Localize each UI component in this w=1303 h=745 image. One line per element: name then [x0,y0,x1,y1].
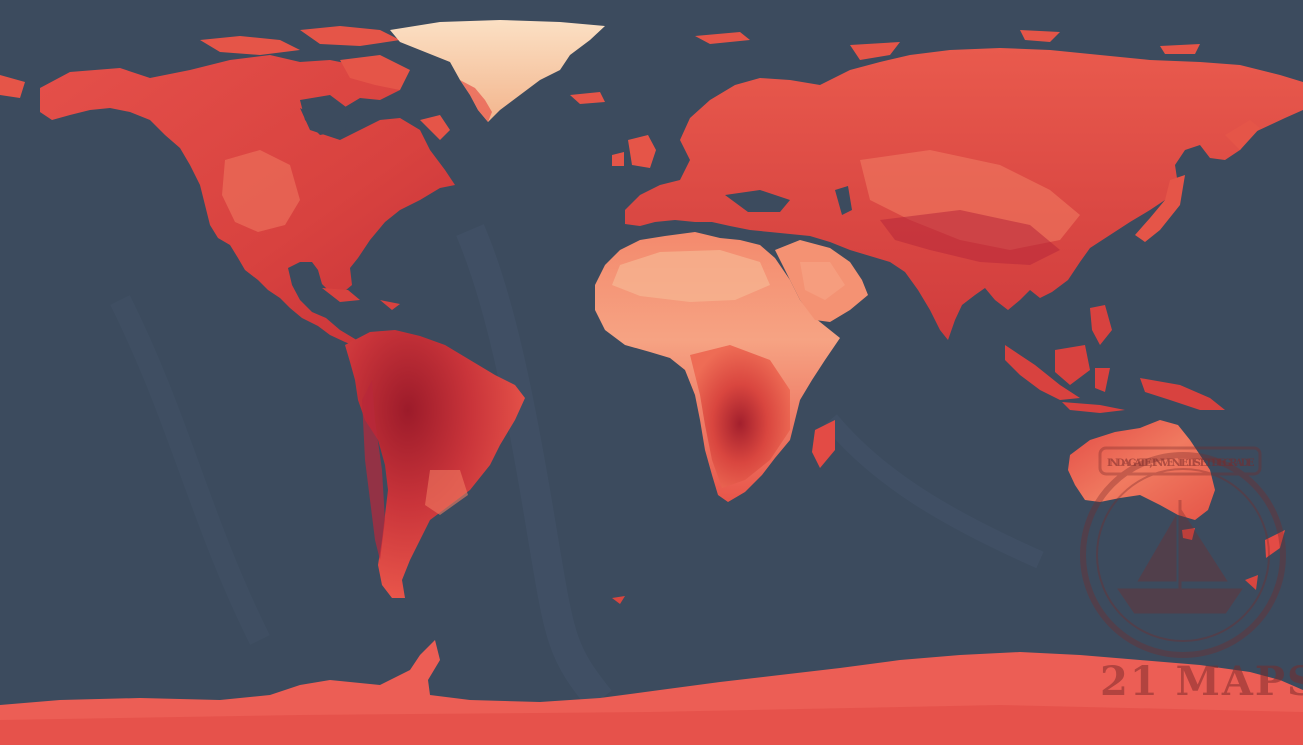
seal-ship-icon [1117,500,1243,614]
islands [612,575,1258,604]
seal-inner-ring-icon [1096,468,1270,642]
watermark-seal [1080,446,1286,658]
middle-east [775,240,868,322]
eurasia [612,30,1303,340]
australia [1068,420,1285,558]
north-america [0,26,455,350]
seal-ring-icon [1080,452,1286,658]
africa [595,232,840,502]
seal-ribbon [1098,446,1262,476]
watermark: INDAGATE, INVENIETIS ET DEGRADE 21 MAPS [1080,446,1303,705]
greenland [390,20,750,122]
southeast-asia [1005,305,1225,413]
watermark-ring-text: INDAGATE, INVENIETIS ET DEGRADE [1107,458,1255,469]
south-america [345,330,525,598]
seafloor-relief [110,224,1044,710]
watermark-brand: 21 MAPS [1100,658,1303,705]
antarctica [0,640,1303,745]
